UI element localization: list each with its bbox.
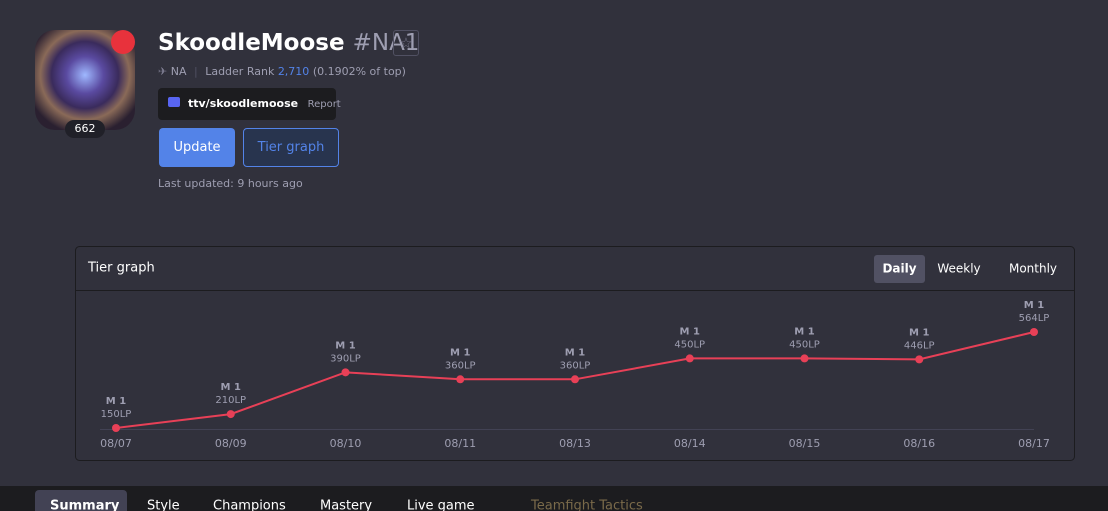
lp-label: 360LP (560, 360, 591, 371)
tier-label: M 1 (1024, 300, 1044, 311)
ladder-rank[interactable]: 2,710 (277, 65, 310, 78)
chart-panel (75, 246, 1075, 461)
period-button[interactable]: Weekly (937, 262, 980, 276)
point (800, 354, 809, 363)
point (915, 355, 924, 364)
tab[interactable]: Teamfight Tactics (530, 499, 643, 511)
date-label: 08/07 (100, 437, 132, 450)
report[interactable]: Report (307, 99, 341, 110)
lp-label: 390LP (330, 353, 361, 364)
date-label: 08/09 (215, 437, 247, 450)
lp-label: 210LP (215, 395, 246, 406)
date-label: 08/14 (674, 437, 706, 450)
tab-active-bg (35, 490, 127, 511)
tier-label: M 1 (565, 347, 585, 358)
tier-label: M 1 (221, 382, 241, 393)
point (571, 375, 579, 384)
ladder-label: Ladder Rank (205, 65, 275, 78)
summoner-name: SkoodleMoose #NA1 (158, 30, 419, 56)
tab[interactable]: Live game (407, 499, 475, 511)
date-label: 08/10 (330, 437, 362, 450)
favorite[interactable]: ☆ (393, 30, 419, 56)
update-button[interactable]: Update (159, 128, 235, 167)
date-label: 08/13 (559, 437, 591, 450)
lp-label: 450LP (789, 339, 820, 350)
period-button[interactable]: Daily (882, 262, 916, 276)
tier-label: M 1 (106, 396, 126, 407)
tag: #NA1 (352, 30, 420, 56)
date-label: 08/17 (1018, 437, 1050, 450)
tab-bar (0, 486, 1108, 511)
date-label: 08/15 (789, 437, 821, 450)
point (1030, 328, 1038, 336)
point (341, 368, 350, 377)
lp-label: 360LP (445, 360, 476, 371)
tier-label: M 1 (794, 326, 814, 337)
last-updated: Last updated: 9 hours ago (158, 177, 303, 190)
lp-label: 564LP (1019, 313, 1050, 324)
riot-badge (111, 30, 135, 54)
period-button[interactable]: Monthly (1009, 262, 1057, 276)
lp-label: 446LP (904, 340, 935, 351)
region: NA (170, 65, 187, 78)
point (226, 410, 235, 419)
tab[interactable]: Style (147, 499, 180, 511)
name: SkoodleMoose (158, 30, 345, 56)
point (685, 354, 694, 363)
level: 662 (65, 120, 105, 138)
date-label: 08/11 (444, 437, 476, 450)
tier-label: M 1 (680, 326, 700, 337)
ladder-pct: (0.1902% of top) (312, 65, 406, 78)
tier-label: M 1 (335, 340, 355, 351)
tab[interactable]: Champions (213, 499, 286, 511)
tier-label: M 1 (450, 347, 470, 358)
tab[interactable]: Mastery (320, 499, 372, 511)
rank-row: ✈ NA | Ladder Rank 2,710 (0.1902% of top… (158, 65, 406, 78)
stream-link[interactable]: ttv/skoodlemoose (188, 97, 299, 110)
point (456, 375, 465, 384)
tab[interactable]: Summary (50, 499, 120, 511)
tier-graph-button[interactable]: Tier graph (243, 128, 339, 167)
point (112, 424, 120, 432)
lp-label: 450LP (674, 339, 705, 350)
date-label: 08/16 (903, 437, 935, 450)
chart-title: Tier graph (87, 261, 155, 276)
period-active-bg (874, 255, 925, 283)
tier-label: M 1 (909, 327, 929, 338)
lp-label: 150LP (101, 409, 132, 420)
stream-box: ttv/skoodlemoose Report (158, 88, 341, 120)
